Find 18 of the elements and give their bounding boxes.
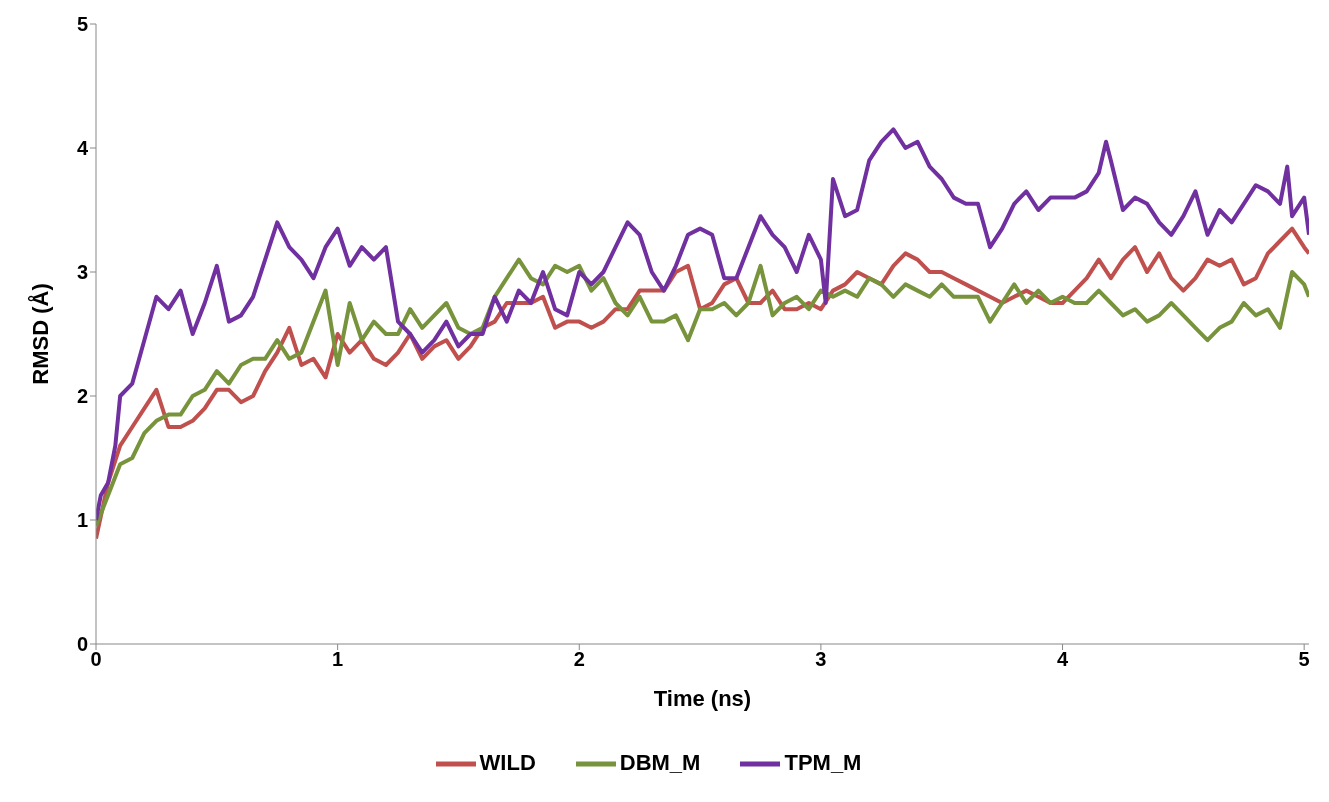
x-tick-label: 4 bbox=[1056, 648, 1069, 671]
y-tick-label: 0 bbox=[76, 633, 88, 656]
x-tick-label: 5 bbox=[1298, 648, 1310, 671]
line-series bbox=[96, 127, 1309, 522]
y-tick-label: 4 bbox=[76, 137, 89, 160]
y-tick-label: 2 bbox=[76, 385, 88, 408]
y-axis-title: RMSD (Å) bbox=[26, 283, 53, 385]
x-tick-label: 3 bbox=[815, 648, 827, 671]
x-axis-title: Time (ns) bbox=[653, 686, 752, 711]
legend-label: WILD bbox=[479, 749, 536, 775]
y-tick-label: 5 bbox=[76, 13, 88, 36]
x-tick-label: 0 bbox=[90, 648, 102, 671]
y-tick-label: 1 bbox=[76, 509, 88, 532]
x-tick-label: 1 bbox=[332, 648, 344, 671]
legend-label: TPM_M bbox=[784, 749, 862, 775]
x-tick-label: 2 bbox=[573, 648, 585, 671]
y-tick-label: 3 bbox=[76, 261, 88, 284]
legend-label: DBM_M bbox=[619, 749, 701, 775]
